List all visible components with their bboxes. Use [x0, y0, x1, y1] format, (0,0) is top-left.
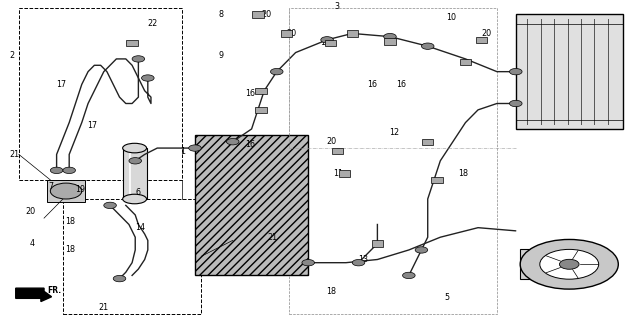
Bar [195, 135, 308, 276]
Text: 18: 18 [326, 287, 337, 296]
Bar [347, 30, 358, 36]
Text: 16: 16 [367, 80, 377, 89]
Bar [431, 177, 443, 183]
Text: 6: 6 [135, 188, 140, 197]
Text: 13: 13 [358, 255, 368, 264]
Bar [332, 148, 343, 155]
Text: 18: 18 [459, 169, 469, 178]
Text: 16: 16 [396, 80, 406, 89]
Circle shape [50, 183, 82, 199]
Bar [281, 30, 292, 36]
Text: 16: 16 [245, 90, 255, 99]
Text: 14: 14 [135, 223, 145, 232]
Bar [476, 36, 487, 43]
Text: 7: 7 [48, 182, 53, 191]
Text: 20: 20 [261, 10, 271, 19]
Bar [126, 40, 138, 46]
Text: 15: 15 [320, 38, 330, 47]
Text: 21: 21 [267, 233, 277, 242]
Bar [384, 38, 396, 44]
Circle shape [520, 239, 618, 289]
Bar [255, 88, 267, 94]
Text: FR.: FR. [47, 286, 61, 295]
Circle shape [50, 167, 63, 173]
Text: 8: 8 [218, 10, 223, 19]
Bar [252, 11, 264, 18]
Text: 21: 21 [9, 150, 19, 159]
Circle shape [226, 139, 239, 145]
Text: 4: 4 [30, 239, 35, 248]
Polygon shape [16, 288, 52, 301]
Circle shape [540, 249, 599, 279]
Circle shape [142, 75, 154, 81]
Bar [460, 59, 471, 65]
Text: 17: 17 [56, 80, 66, 89]
Circle shape [559, 259, 579, 269]
Text: 20: 20 [326, 137, 337, 146]
Text: 19: 19 [75, 185, 86, 194]
Bar [372, 240, 383, 247]
Text: 20: 20 [481, 29, 491, 38]
Text: 16: 16 [245, 140, 255, 149]
Bar [422, 139, 433, 145]
Text: 9: 9 [218, 51, 223, 60]
Text: 17: 17 [87, 121, 97, 130]
Text: 11: 11 [333, 169, 343, 178]
Text: 18: 18 [65, 217, 75, 226]
Circle shape [415, 247, 428, 253]
Circle shape [403, 272, 415, 279]
Circle shape [270, 68, 283, 75]
Bar [520, 249, 569, 279]
Circle shape [113, 276, 126, 282]
Circle shape [189, 145, 201, 151]
Text: 5: 5 [445, 293, 450, 302]
Circle shape [132, 56, 145, 62]
Text: 20: 20 [25, 207, 35, 216]
Circle shape [421, 43, 434, 49]
Circle shape [384, 34, 396, 40]
Bar [516, 14, 623, 129]
Text: 1: 1 [181, 147, 186, 156]
Circle shape [302, 260, 314, 266]
Text: 3: 3 [334, 2, 339, 11]
Circle shape [509, 68, 522, 75]
Circle shape [321, 36, 333, 43]
Text: 18: 18 [65, 245, 75, 254]
Ellipse shape [123, 194, 147, 204]
Bar [339, 170, 350, 177]
Text: 12: 12 [389, 128, 399, 137]
Bar [47, 180, 85, 202]
Circle shape [509, 100, 522, 107]
Text: 21: 21 [99, 303, 109, 312]
Text: 22: 22 [148, 20, 158, 28]
Ellipse shape [123, 143, 147, 153]
Circle shape [129, 158, 142, 164]
Circle shape [352, 260, 365, 266]
Bar [123, 148, 147, 199]
Text: 2: 2 [9, 51, 14, 60]
Bar [255, 107, 267, 113]
Circle shape [104, 202, 116, 209]
Bar [325, 40, 336, 46]
Text: 20: 20 [286, 29, 296, 38]
Text: 10: 10 [446, 13, 456, 22]
Circle shape [63, 167, 75, 173]
